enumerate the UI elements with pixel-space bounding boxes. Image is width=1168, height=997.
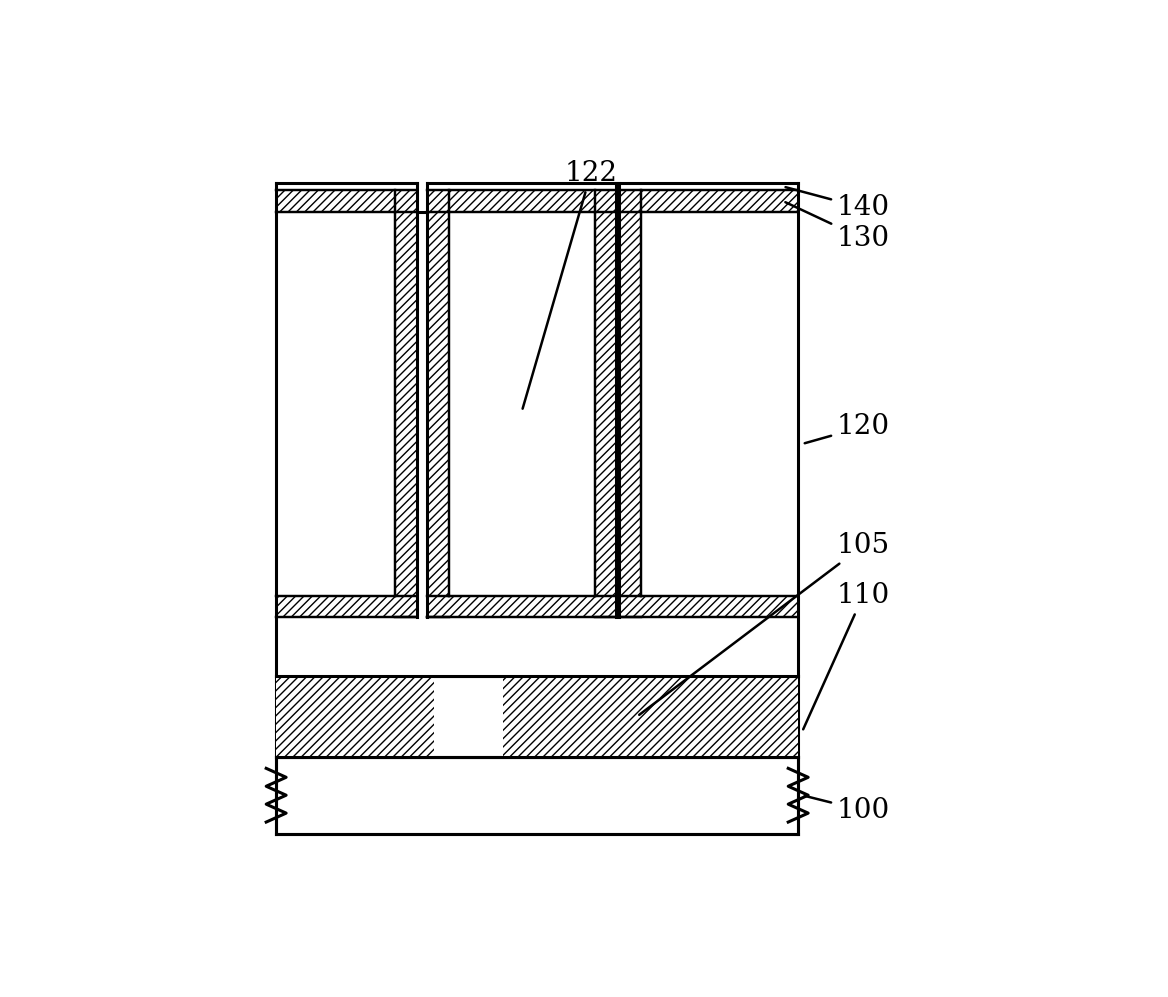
Bar — [619, 211, 641, 617]
Bar — [276, 182, 417, 190]
Bar — [395, 211, 417, 617]
Bar — [276, 211, 798, 676]
Bar — [449, 211, 595, 595]
Bar — [427, 190, 617, 211]
Text: 122: 122 — [522, 160, 618, 409]
Text: 130: 130 — [785, 202, 890, 252]
Bar — [619, 190, 798, 211]
Bar — [619, 182, 798, 190]
Bar — [641, 211, 798, 595]
Bar — [427, 182, 617, 190]
Bar — [276, 757, 798, 833]
Text: 110: 110 — [804, 582, 890, 730]
Text: 100: 100 — [805, 796, 890, 825]
Bar — [427, 211, 449, 617]
Text: 140: 140 — [786, 187, 890, 221]
Bar — [276, 676, 433, 757]
Bar — [641, 595, 798, 617]
Text: 105: 105 — [639, 532, 890, 715]
Text: 120: 120 — [805, 413, 890, 444]
Bar — [449, 595, 595, 617]
Bar — [595, 211, 617, 617]
Bar — [276, 190, 417, 211]
Bar — [276, 211, 395, 595]
Bar — [276, 676, 798, 757]
Bar — [276, 595, 395, 617]
Bar — [502, 676, 798, 757]
